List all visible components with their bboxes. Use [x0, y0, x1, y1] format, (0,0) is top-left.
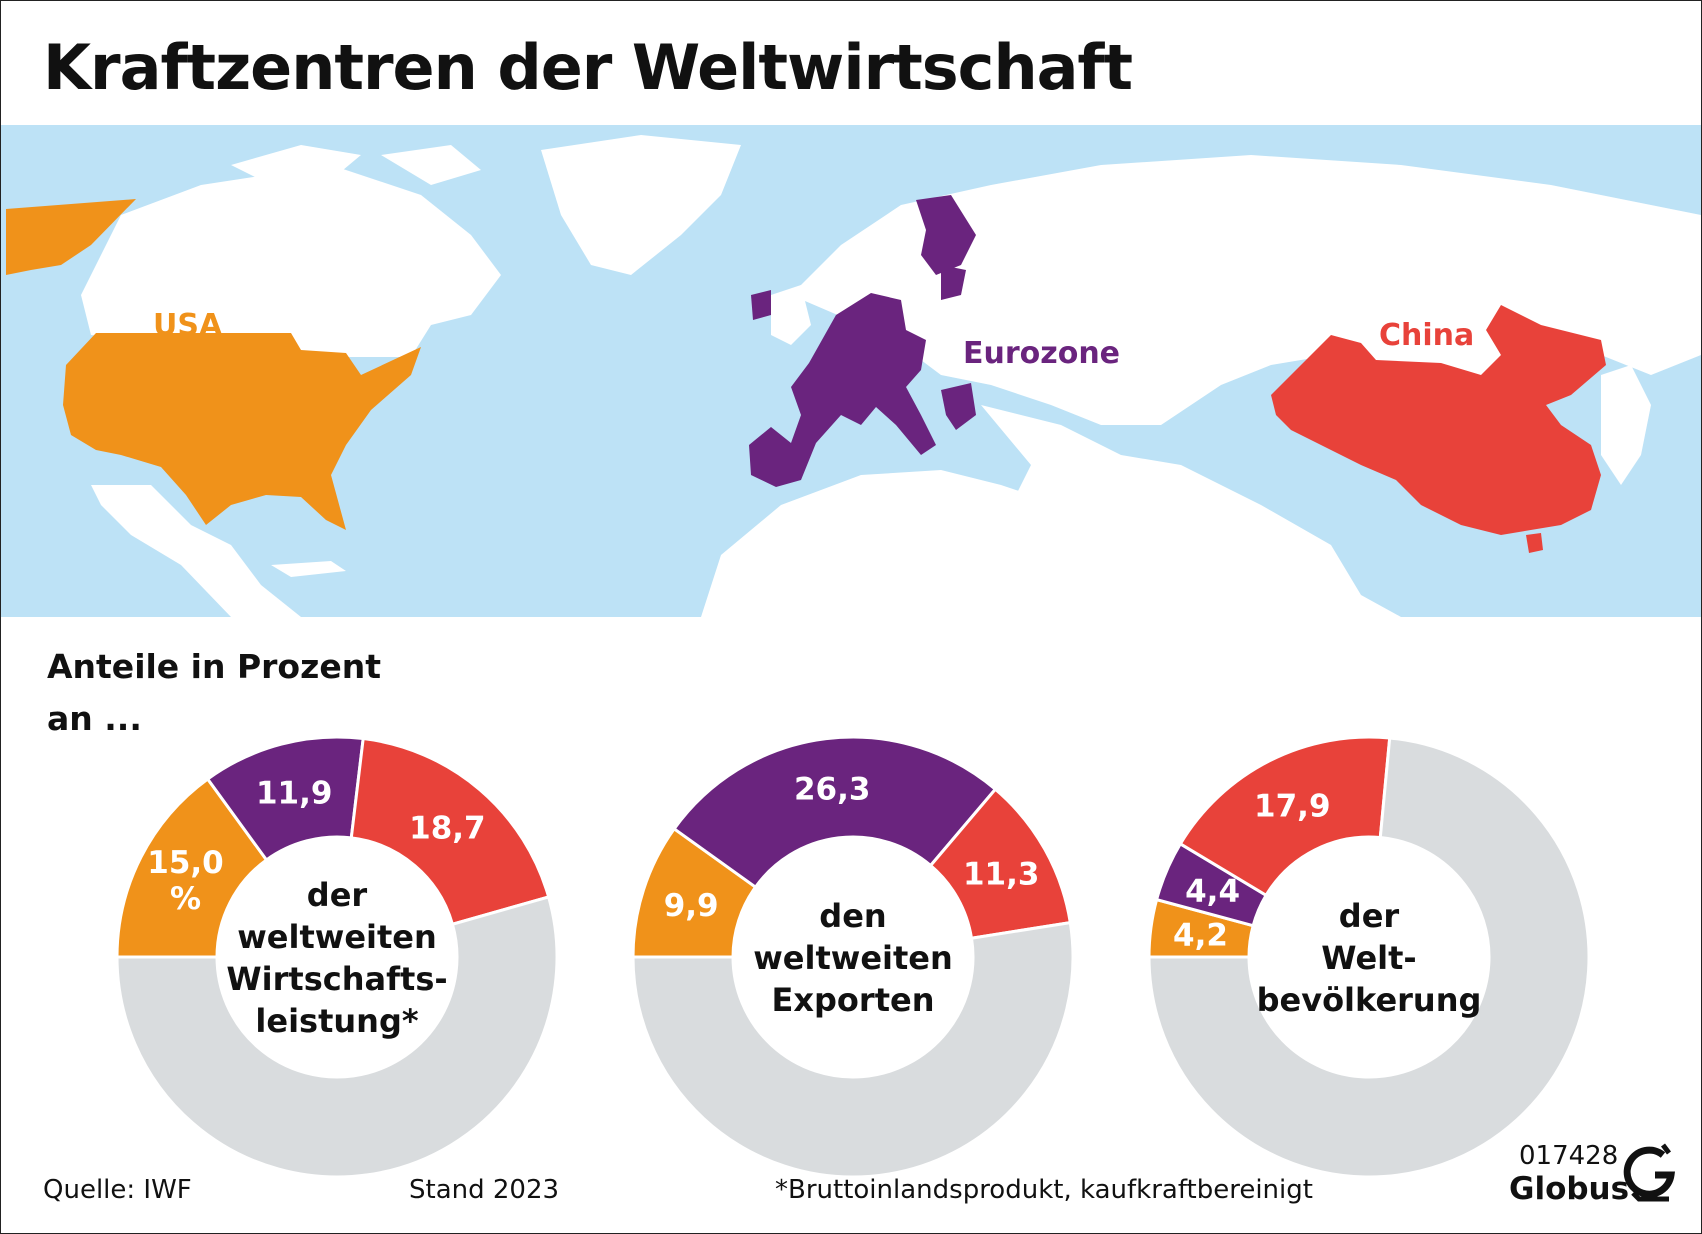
donut-charts: 15,0% 11,9 18,7 der weltweiten Wirtschafts-le… — [115, 735, 1591, 1179]
map-label-usa: USA — [153, 308, 223, 343]
center-label-line: Wirtschafts- — [226, 960, 447, 998]
slice-china — [349, 736, 551, 927]
slice-china — [1178, 735, 1392, 898]
center-label-line: weltweiten — [753, 939, 953, 977]
page-title: Kraftzentren der Weltwirtschaft — [43, 31, 1133, 104]
world-map: USA Eurozone China — [1, 125, 1701, 617]
eurozone-region — [749, 195, 976, 487]
map-land — [81, 135, 1701, 617]
map-label-china: China — [1379, 318, 1474, 353]
donut-chart-2: 9,9 26,3 11,3 den weltweiten Exporten — [631, 735, 1075, 1179]
center-label-line: weltweiten — [237, 918, 437, 956]
map-label-eurozone: Eurozone — [963, 336, 1120, 371]
slice-rest — [631, 920, 1075, 1179]
globus-logo-icon — [1623, 1143, 1676, 1202]
slice-label-usa: % — [170, 881, 201, 917]
center-label-line: leistung* — [255, 1002, 418, 1040]
chart-subtitle: Anteile in Prozent an ... — [47, 641, 381, 745]
slice-label-usa: 9,9 — [664, 888, 719, 924]
slice-label-china: 11,3 — [963, 857, 1040, 893]
slice-label-usa: 15,0 — [147, 845, 224, 881]
footer-date: Stand 2023 — [409, 1175, 560, 1205]
footer-source: Quelle: IWF — [43, 1175, 192, 1205]
slice-label-china: 17,9 — [1254, 788, 1331, 824]
donut-chart-3: 4,2 4,4 17,9 der Welt-bevölkerung — [1147, 735, 1591, 1179]
slice-rest — [1147, 736, 1591, 1179]
slice-rest — [115, 895, 559, 1179]
center-label-line: Exporten — [772, 981, 935, 1019]
usa-region — [6, 199, 421, 530]
graphic-code: 017428 — [1519, 1141, 1619, 1171]
center-label-line: der — [307, 876, 368, 914]
center-label-line: den — [819, 897, 886, 935]
slice-label-eurozone: 4,4 — [1185, 873, 1240, 909]
slice-label-eurozone: 26,3 — [794, 771, 871, 807]
china-region — [1271, 305, 1606, 553]
center-label-line: bevölkerung — [1257, 981, 1482, 1019]
center-label-line: der — [1339, 897, 1400, 935]
slice-label-china: 18,7 — [409, 811, 486, 847]
center-label-line: Welt- — [1321, 939, 1416, 977]
slice-label-usa: 4,2 — [1173, 918, 1228, 954]
footer-note: *Bruttoinlandsprodukt, kaufkraftbereinig… — [775, 1175, 1313, 1205]
subtitle-line-1: Anteile in Prozent — [47, 647, 381, 686]
subtitle-line-2: an ... — [47, 699, 142, 738]
slice-eurozone — [672, 735, 998, 890]
brand-name: Globus — [1509, 1171, 1630, 1207]
slice-label-eurozone: 11,9 — [256, 775, 333, 811]
donut-chart-1: 15,0% 11,9 18,7 der weltweiten Wirtschafts-le… — [115, 735, 559, 1179]
